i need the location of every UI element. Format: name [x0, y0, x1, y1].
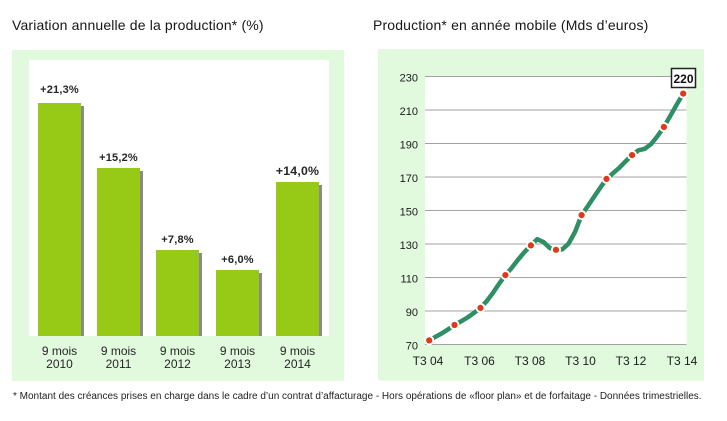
svg-text:230: 230	[400, 73, 418, 85]
svg-text:150: 150	[400, 207, 418, 219]
svg-text:T3 04: T3 04	[413, 354, 444, 368]
svg-text:T3 14: T3 14	[667, 354, 698, 368]
svg-text:T3 12: T3 12	[616, 354, 647, 368]
svg-text:70: 70	[406, 341, 418, 353]
svg-text:T3 10: T3 10	[565, 354, 596, 368]
svg-text:110: 110	[400, 274, 418, 286]
svg-text:130: 130	[400, 240, 418, 252]
svg-text:T3 08: T3 08	[515, 354, 546, 368]
svg-text:90: 90	[406, 307, 418, 319]
svg-text:T3 06: T3 06	[464, 354, 495, 368]
svg-text:220: 220	[673, 72, 693, 86]
svg-text:210: 210	[400, 106, 418, 118]
svg-text:190: 190	[400, 140, 418, 152]
svg-text:170: 170	[400, 173, 418, 185]
